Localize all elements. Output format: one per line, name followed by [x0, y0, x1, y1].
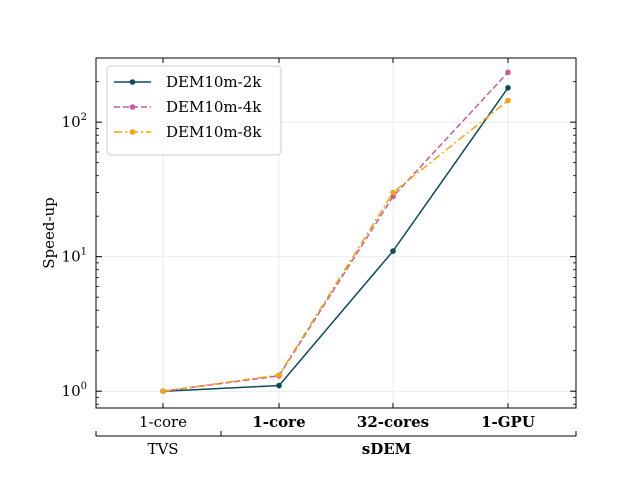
series-1-point-2 [390, 193, 396, 200]
legend-marker-1 [129, 104, 136, 110]
legend-label-2: DEM10m-8k [166, 123, 262, 141]
y-tick-label-base-0: 10 [62, 382, 81, 400]
legend-label-0: DEM10m-2k [166, 73, 262, 91]
legend-label-1: DEM10m-4k [166, 98, 262, 116]
series-2-point-2 [390, 189, 396, 196]
x-tick-label-2: 32-cores [357, 413, 429, 431]
y-tick-label-base-2: 10 [62, 113, 81, 131]
legend-marker-2 [129, 129, 136, 135]
axes [95, 57, 577, 409]
y-tick-label-2: 102 [62, 112, 87, 131]
series [160, 69, 511, 395]
y-tick-label-exp-1: 1 [81, 247, 87, 258]
series-0-point-3 [505, 85, 511, 91]
series-2-point-3 [505, 97, 511, 104]
y-tick-label-0: 100 [62, 381, 87, 400]
series-line-2 [162, 99, 509, 392]
plot-frame [95, 57, 577, 409]
group-label-1: sDEM [362, 440, 412, 458]
group-label-0: TVS [147, 440, 178, 458]
x-tick-label-3: 1-GPU [481, 413, 535, 431]
legend: DEM10m-2k DEM10m-4k DEM10m-8k [106, 65, 282, 156]
y-axis-label: Speed-up [40, 197, 58, 269]
y-tick-label-1: 101 [62, 247, 87, 266]
series-line-1 [162, 71, 509, 392]
series-2-point-0 [160, 388, 166, 395]
x-tick-label-1: 1-core [252, 413, 305, 431]
series-0-point-2 [390, 248, 396, 254]
category-groups: TVS sDEM [95, 431, 577, 458]
legend-marker-0 [129, 79, 136, 85]
x-tick-label-0: 1-core [139, 413, 187, 431]
series-1-point-3 [505, 69, 511, 76]
y-tick-label-base-1: 10 [62, 248, 81, 266]
series-2-point-1 [276, 372, 282, 378]
y-tick-label-exp-2: 2 [81, 112, 87, 123]
y-tick-label-exp-0: 0 [81, 381, 87, 392]
series-line-0 [162, 87, 509, 392]
series-0-point-1 [276, 382, 282, 389]
